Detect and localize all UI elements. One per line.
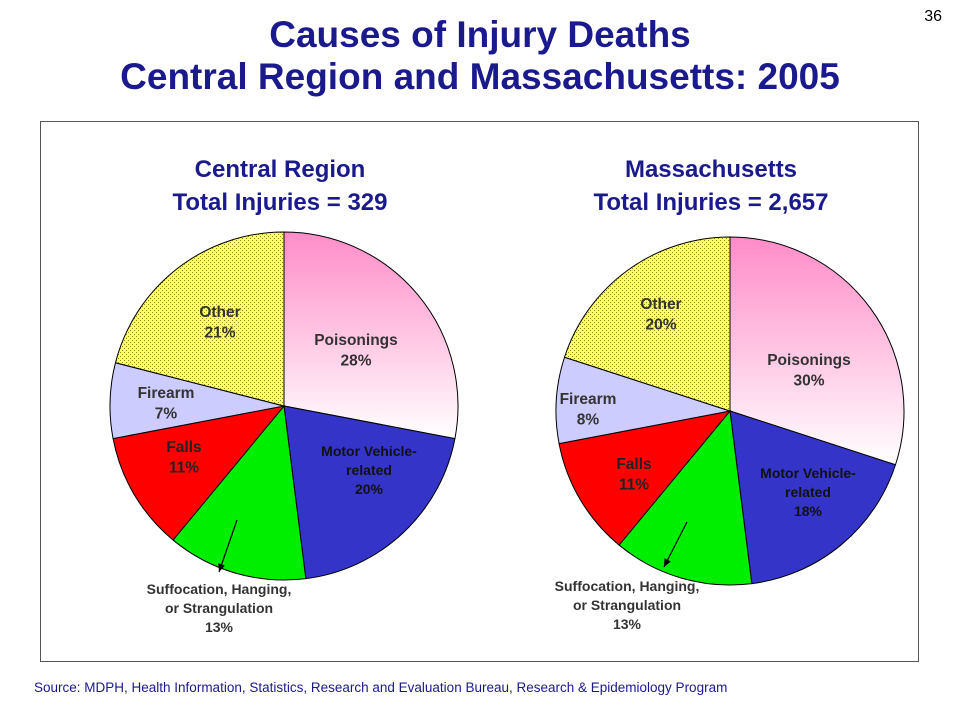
pie-slice-suffocation xyxy=(172,404,307,581)
central-region-chart-title: Central Region Total Injuries = 329 xyxy=(110,153,450,219)
slide-title: Causes of Injury Deaths Central Region a… xyxy=(0,14,960,98)
massachusetts-chart-title: Massachusetts Total Injuries = 2,657 xyxy=(541,153,881,219)
page-number: 36 xyxy=(924,8,942,25)
pie-slice-falls xyxy=(558,410,732,546)
massachusetts-pie: Poisonings 30% Motor Vehicle-related 18% Suf… xyxy=(555,236,905,632)
slice-label-motor-vehicle: Motor Vehicle-related 18% xyxy=(760,465,856,519)
source-note: Source: MDPH, Health Information, Statis… xyxy=(34,680,728,695)
pie-slice-other xyxy=(114,231,285,407)
slice-label-falls: Falls 11% xyxy=(616,456,651,494)
slice-label-poisonings: Poisonings 28% xyxy=(314,332,398,370)
suffocation-arrowhead xyxy=(664,558,671,567)
pie-slice-poisonings xyxy=(283,231,459,440)
slice-label-firearm: Firearm 7% xyxy=(138,385,195,423)
suffocation-arrowhead xyxy=(218,563,225,572)
slice-label-other: Other 20% xyxy=(640,296,681,334)
slice-label-firearm: Firearm 8% xyxy=(560,391,617,429)
slice-label-other: Other 21% xyxy=(199,304,240,342)
pie-slice-suffocation xyxy=(618,409,753,586)
pie-slice-motor-vehicle xyxy=(729,410,897,585)
central-title-line-1: Central Region xyxy=(194,156,366,183)
pie-slice-other xyxy=(563,236,731,412)
suffocation-leader-line xyxy=(218,519,238,573)
slice-label-poisonings: Poisonings 30% xyxy=(767,352,851,390)
central-title-line-2: Total Injuries = 329 xyxy=(172,189,388,216)
pie-slice-motor-vehicle xyxy=(283,405,456,580)
slice-label-falls: Falls 11% xyxy=(166,439,201,477)
ma-title-line-1: Massachusetts xyxy=(624,156,798,183)
slice-label-suffocation: Suffocation, Hanging, or Strangulation 13% xyxy=(147,581,292,635)
central-region-pie: Poisonings 28% Motor Vehicle-related 20% Suf… xyxy=(109,231,459,635)
title-line-2: Central Region and Massachusetts: 2005 xyxy=(120,56,840,97)
title-line-1: Causes of Injury Deaths xyxy=(269,14,691,55)
pie-slice-falls xyxy=(112,405,286,541)
pie-slice-poisonings xyxy=(729,236,905,466)
suffocation-leader-line xyxy=(663,521,688,568)
ma-title-line-2: Total Injuries = 2,657 xyxy=(593,189,829,216)
slice-label-motor-vehicle: Motor Vehicle-related 20% xyxy=(321,443,417,497)
slice-label-suffocation: Suffocation, Hanging, or Strangulation 13% xyxy=(555,578,700,632)
